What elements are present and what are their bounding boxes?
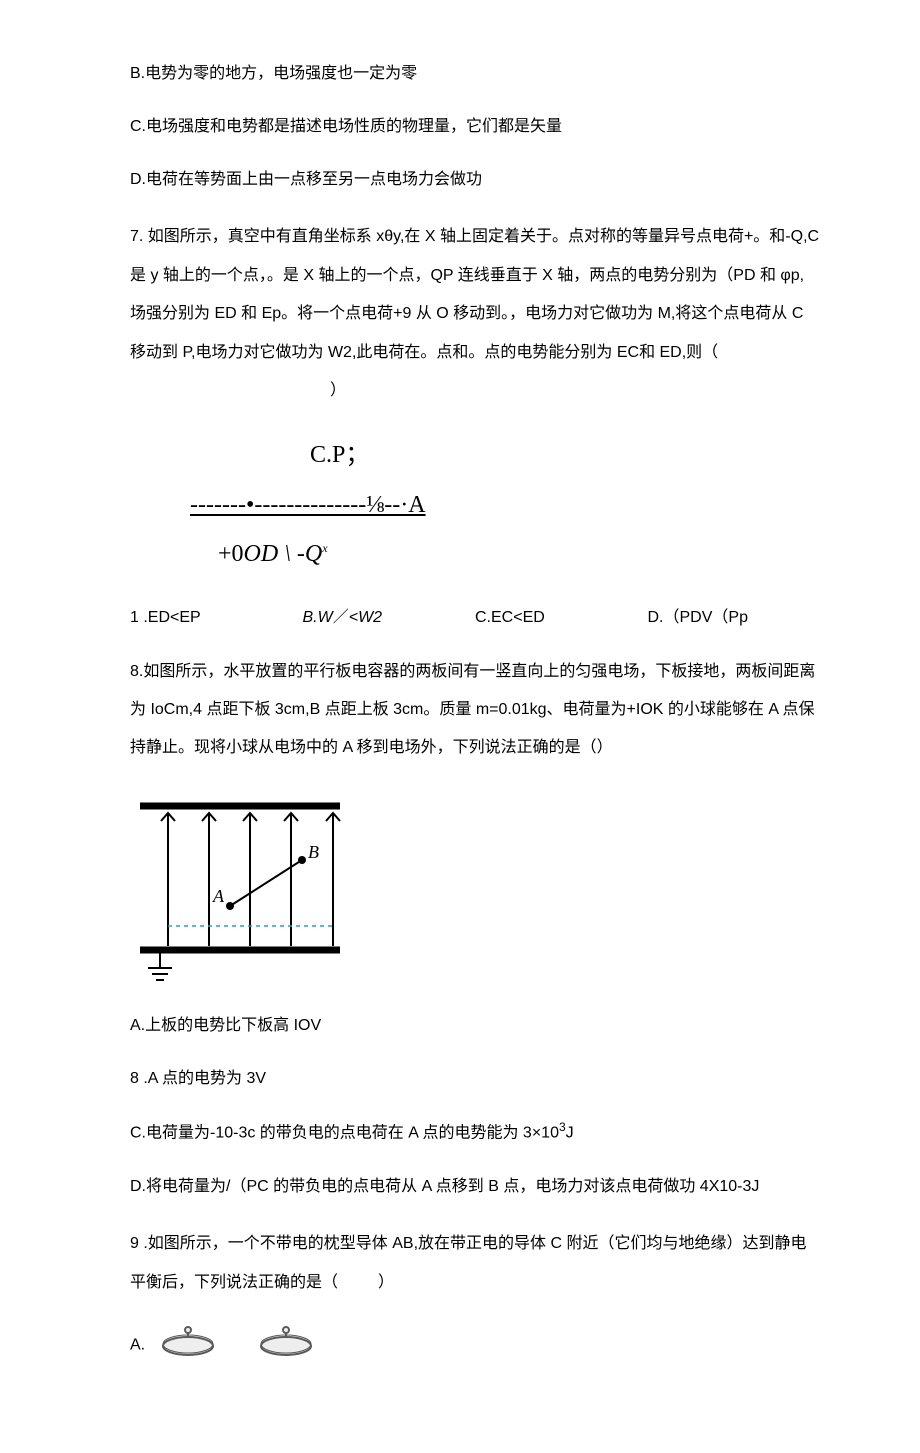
q7-option-a: 1 .ED<EP — [130, 604, 303, 633]
q9-option-a-row: A. — [130, 1322, 820, 1369]
q9-option-a-label: A. — [130, 1337, 145, 1354]
option-d-line: D.电荷在等势面上由一点移至另一点电场力会做功 — [130, 166, 820, 195]
option-c-line: C.电场强度和电势都是描述电场性质的物理量，它们都是矢量 — [130, 113, 820, 142]
diagram1-line2: -------•--------------⅛--·A — [190, 484, 820, 527]
svg-text:B: B — [308, 842, 319, 862]
question-8-text: 8.如图所示，水平放置的平行板电容器的两板间有一竖直向上的匀强电场，下板接地，两… — [130, 653, 820, 768]
q7-option-b: B.W／<W2 — [303, 604, 476, 633]
question-7-text: 7. 如图所示，真空中有直角坐标系 xθy,在 X 轴上固定着关于。点对称的等量… — [130, 218, 820, 410]
conductor-icon-2 — [254, 1322, 318, 1369]
diagram1-line3: +0OD \ -Qx — [218, 533, 820, 576]
diagram-capacitor: A B — [130, 788, 350, 988]
question-7-options: 1 .ED<EP B.W／<W2 C.EC<ED D.（PDV（Pp — [130, 604, 820, 633]
q7-option-c: C.EC<ED — [475, 604, 648, 633]
q8-option-a: A.上板的电势比下板高 IOV — [130, 1012, 820, 1041]
conductor-icon-1 — [156, 1322, 220, 1369]
q8-option-d: D.将电荷量为/（PC 的带负电的点电荷从 A 点移到 B 点，电场力对该点电荷… — [130, 1173, 820, 1202]
diagram1-line1: C.P； — [310, 434, 820, 477]
option-b-line: B.电势为零的地方，电场强度也一定为零 — [130, 60, 820, 89]
svg-text:A: A — [212, 886, 225, 906]
q8-option-b: 8 .A 点的电势为 3V — [130, 1065, 820, 1094]
q8-option-c: C.电荷量为-10-3c 的带负电的点电荷在 A 点的电势能为 3×103J — [130, 1117, 820, 1148]
question-9-text: 9 .如图所示，一个不带电的枕型导体 AB,放在带正电的导体 C 附近（它们均与… — [130, 1225, 820, 1302]
q7-option-d: D.（PDV（Pp — [648, 604, 821, 633]
diagram-coordinate-system: C.P； -------•--------------⅛--·A +0OD \ … — [190, 434, 820, 576]
